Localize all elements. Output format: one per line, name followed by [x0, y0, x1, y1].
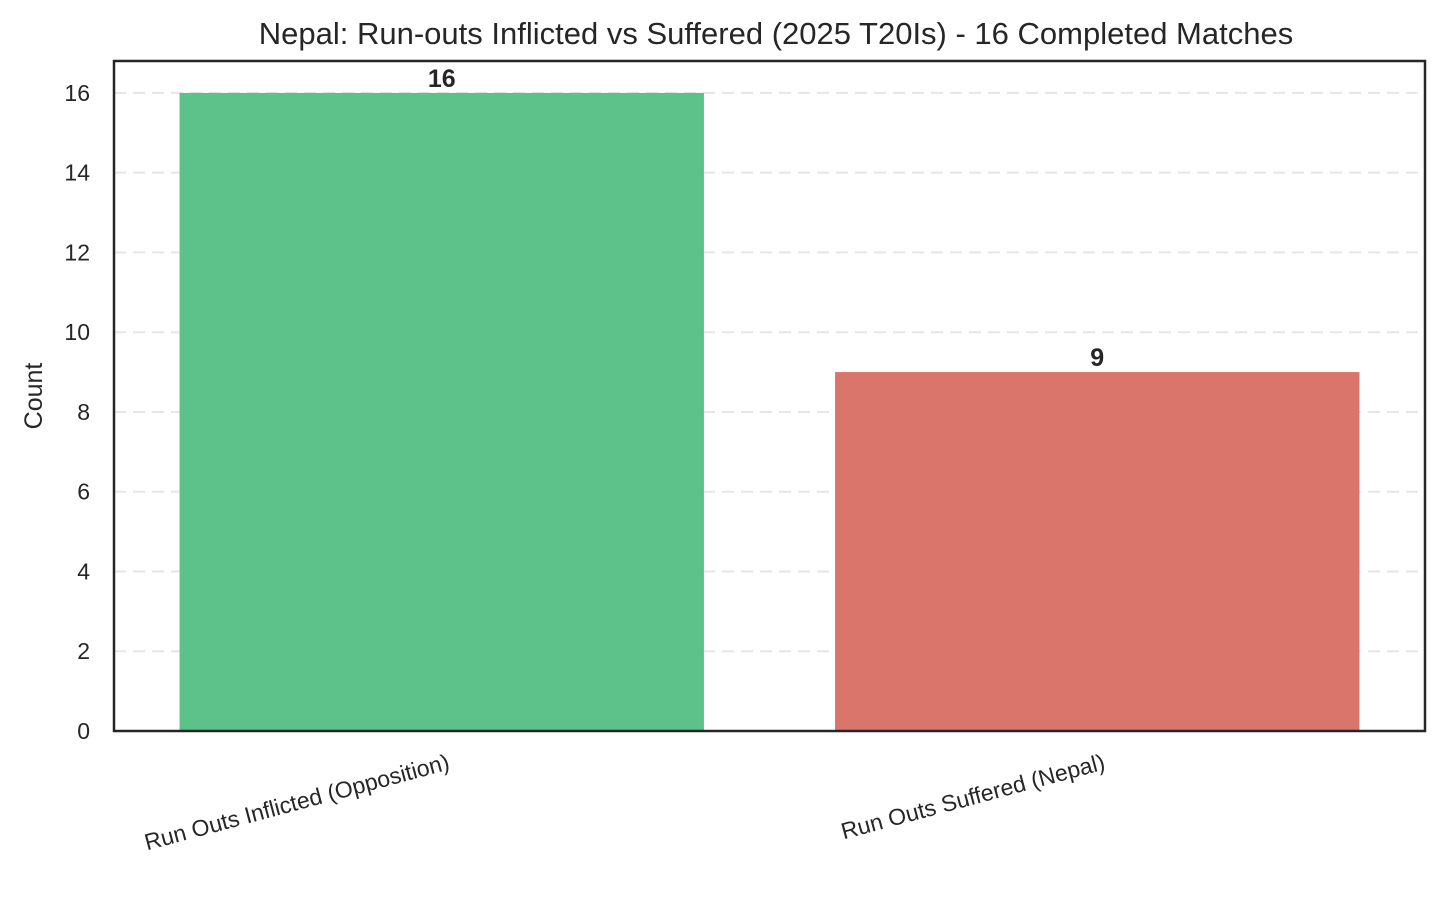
- bars: [179, 92, 1360, 731]
- x-tick-label: Run Outs Inflicted (Opposition): [142, 749, 452, 856]
- bar-value-label: 9: [1090, 344, 1104, 372]
- y-tick-label: 12: [64, 239, 90, 265]
- y-tick-label: 6: [77, 479, 90, 505]
- y-tick-label: 4: [77, 558, 90, 584]
- plot-frame: [112, 59, 1427, 733]
- bar-1: [179, 92, 704, 731]
- y-tick-label: 14: [64, 160, 90, 186]
- y-tick-label: 2: [77, 638, 90, 664]
- y-tick-label: 10: [64, 319, 90, 345]
- bar-value-label: 16: [428, 65, 456, 93]
- y-tick-label: 0: [77, 718, 90, 744]
- y-tick-label: 16: [64, 80, 90, 106]
- bar-2: [835, 372, 1360, 731]
- value-labels: 16 9: [428, 65, 1104, 372]
- y-axis-ticks: 0 2 4 6 8 10 12 14 16: [64, 80, 90, 744]
- x-tick-label: Run Outs Suffered (Nepal): [838, 749, 1107, 844]
- chart-title: Nepal: Run-outs Inflicted vs Suffered (2…: [259, 16, 1293, 51]
- y-tick-label: 8: [77, 399, 90, 425]
- y-axis-label: Count: [20, 363, 48, 430]
- x-axis-ticks: Run Outs Inflicted (Opposition) Run Outs …: [142, 749, 1108, 856]
